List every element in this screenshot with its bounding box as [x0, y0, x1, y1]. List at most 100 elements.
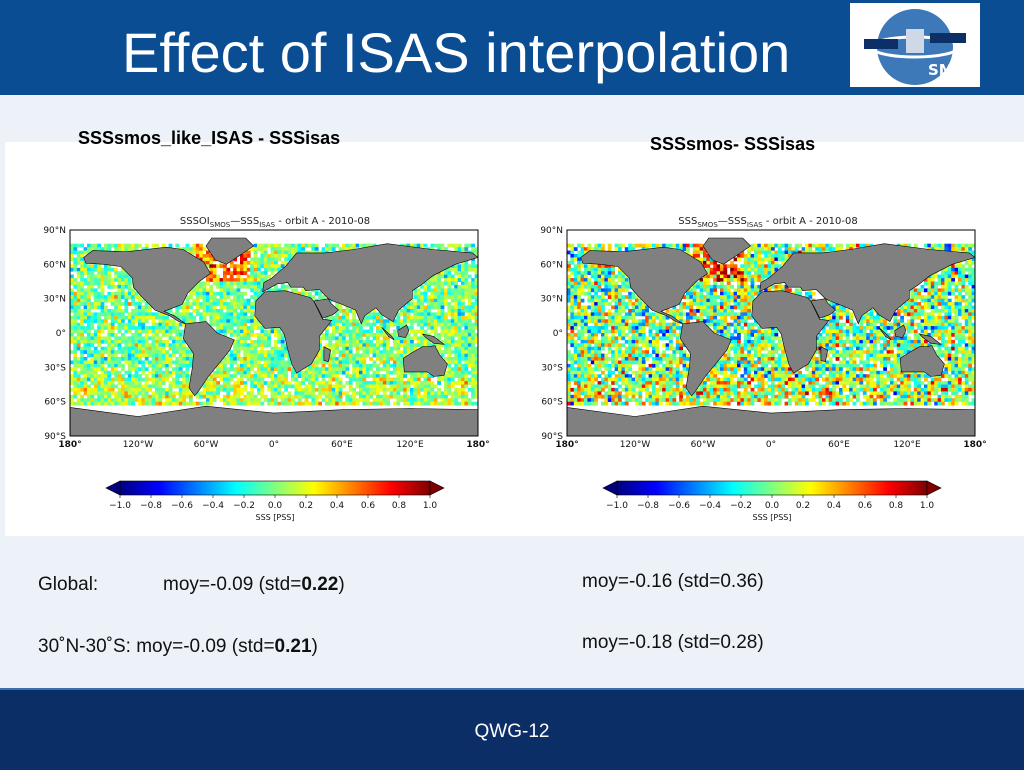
sss-cell [284, 247, 288, 251]
sss-cell [206, 295, 210, 299]
right-plot-title-prefix: SSS [678, 216, 697, 227]
sss-cell [152, 367, 156, 371]
sss-cell [165, 326, 169, 330]
sss-cell [209, 268, 213, 272]
sss-cell [696, 302, 700, 306]
sss-cell [90, 275, 94, 279]
sss-cell [424, 295, 428, 299]
sss-cell [723, 292, 727, 296]
sss-cell [230, 354, 234, 358]
sss-cell [417, 398, 421, 402]
sss-cell [951, 247, 955, 251]
sss-cell [836, 312, 840, 316]
sss-cell [771, 254, 775, 258]
sss-cell [254, 398, 258, 402]
sss-cell [165, 343, 169, 347]
sss-cell [413, 381, 417, 385]
sss-cell [128, 398, 132, 402]
sss-cell [917, 295, 921, 299]
sss-cell [70, 316, 74, 320]
sss-cell [141, 391, 145, 395]
sss-cell [454, 271, 458, 275]
sss-cell [931, 312, 935, 316]
sss-cell [791, 247, 795, 251]
sss-cell [413, 374, 417, 378]
sss-cell [281, 347, 285, 351]
sss-cell [717, 264, 721, 268]
sss-cell [373, 323, 377, 327]
sss-cell [284, 258, 288, 262]
sss-cell [393, 388, 397, 392]
sss-cell [815, 244, 819, 248]
sss-cell [369, 402, 373, 406]
sss-cell [281, 367, 285, 371]
sss-cell [594, 309, 598, 313]
sss-cell [209, 388, 213, 392]
sss-cell [757, 254, 761, 258]
sss-cell [444, 340, 448, 344]
sss-cell [441, 288, 445, 292]
sss-cell [601, 333, 605, 337]
sss-cell [240, 371, 244, 375]
sss-cell [458, 271, 462, 275]
sss-cell [437, 306, 441, 310]
sss-cell [447, 285, 451, 289]
sss-cell [447, 244, 451, 248]
sss-cell [97, 374, 101, 378]
sss-cell [383, 323, 387, 327]
sss-cell [703, 299, 707, 303]
sss-cell [386, 402, 390, 406]
sss-cell [165, 330, 169, 334]
sss-cell [914, 316, 918, 320]
sss-cell [247, 364, 251, 368]
sss-cell [124, 302, 128, 306]
sss-cell [121, 309, 125, 313]
sss-cell [914, 302, 918, 306]
sss-cell [944, 278, 948, 282]
sss-cell [944, 306, 948, 310]
sss-cell [233, 312, 237, 316]
sss-cell [464, 247, 468, 251]
sss-cell [454, 371, 458, 375]
sss-cell [281, 251, 285, 255]
sss-cell [961, 306, 965, 310]
sss-cell [410, 347, 414, 351]
sss-cell [621, 333, 625, 337]
sss-cell [182, 316, 186, 320]
sss-cell [124, 316, 128, 320]
sss-cell [328, 336, 332, 340]
sss-cell [77, 261, 81, 265]
sss-cell [339, 388, 343, 392]
sss-cell [853, 330, 857, 334]
sss-cell [608, 268, 612, 272]
sss-cell [574, 254, 578, 258]
sss-cell [233, 395, 237, 399]
sss-cell [417, 306, 421, 310]
sss-cell [148, 330, 152, 334]
sss-cell [689, 244, 693, 248]
sss-cell [311, 244, 315, 248]
sss-cell [189, 361, 193, 365]
sss-cell [737, 333, 741, 337]
sss-cell [407, 398, 411, 402]
sss-cell [642, 306, 646, 310]
sss-cell [148, 343, 152, 347]
sss-cell [615, 319, 619, 323]
sss-cell [209, 288, 213, 292]
sss-cell [720, 319, 724, 323]
sss-cell [135, 347, 139, 351]
sss-cell [403, 319, 407, 323]
sss-cell [247, 275, 251, 279]
sss-cell [764, 251, 768, 255]
sss-cell [73, 354, 77, 358]
sss-cell [968, 326, 972, 330]
sss-cell [311, 391, 315, 395]
sss-cell [393, 340, 397, 344]
sss-cell [468, 244, 472, 248]
sss-cell [94, 388, 98, 392]
sss-cell [87, 295, 91, 299]
sss-cell [594, 278, 598, 282]
sss-cell [97, 247, 101, 251]
sss-cell [271, 388, 275, 392]
sss-cell [237, 357, 241, 361]
